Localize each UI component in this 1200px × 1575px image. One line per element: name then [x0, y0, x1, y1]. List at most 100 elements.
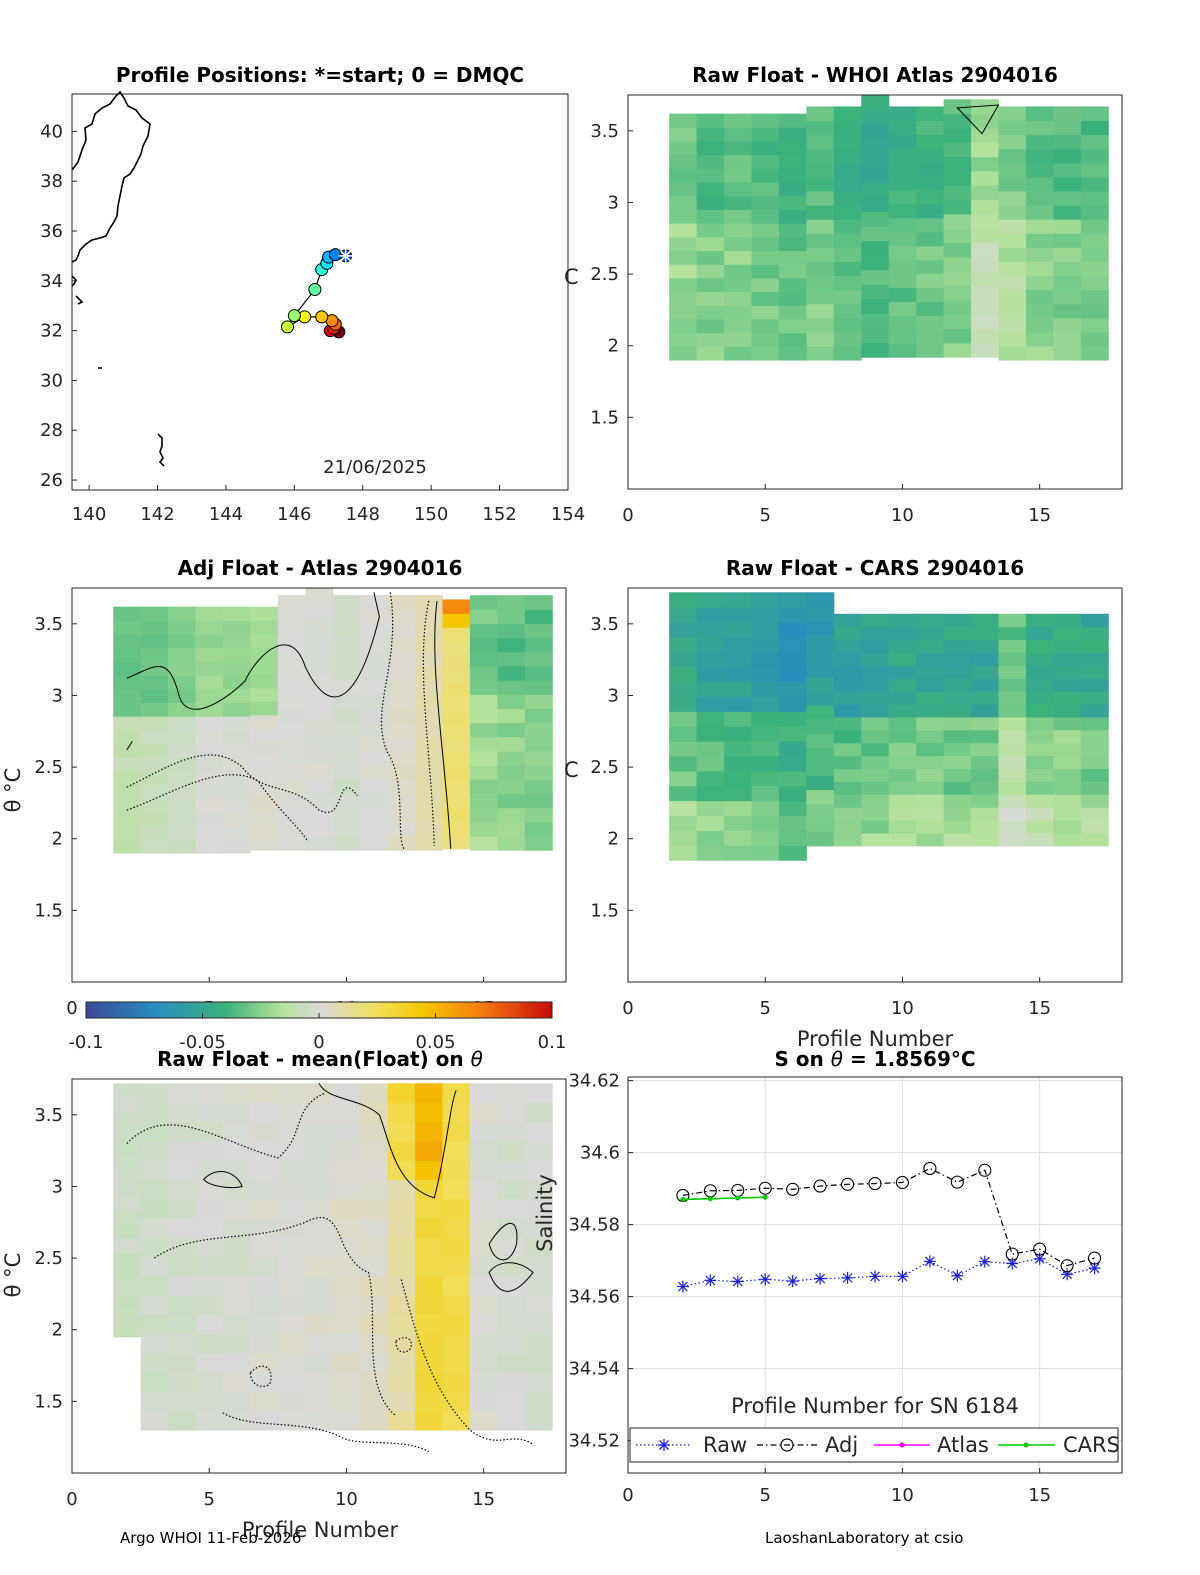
whoi-cell	[1080, 247, 1109, 262]
mean-cell	[113, 1252, 142, 1267]
adj-cell	[524, 637, 553, 653]
mean-cell	[305, 1256, 334, 1277]
salinity-raw-point	[923, 1255, 936, 1268]
cars-cell	[778, 592, 807, 608]
mean-cell	[332, 1141, 361, 1161]
mean-cell	[113, 1224, 142, 1239]
cars-cell	[806, 690, 835, 706]
mean-cell	[140, 1237, 169, 1258]
cars-cell	[724, 696, 752, 712]
adj-cell	[250, 633, 279, 648]
cars-cell	[1025, 807, 1054, 821]
whoi-cell	[998, 261, 1027, 277]
whoi-cell	[998, 289, 1027, 305]
map-position-point	[308, 283, 322, 297]
salinity-raw-point	[951, 1269, 964, 1282]
mean-cell	[305, 1179, 334, 1200]
whoi-cell	[778, 305, 807, 320]
whoi-cell	[916, 120, 945, 135]
adj-cell	[360, 609, 389, 624]
whoi-contour	[956, 104, 1000, 135]
mean-cell	[113, 1322, 142, 1338]
cars-cell	[916, 665, 945, 679]
adj-cell	[360, 708, 389, 724]
mean-cell	[442, 1121, 471, 1142]
mean-cell	[195, 1237, 224, 1258]
whoi-cell	[1053, 345, 1082, 361]
cars-cell	[888, 652, 917, 666]
adj-cell	[277, 765, 306, 780]
adj-cell	[387, 836, 416, 851]
salinity-title-theta: θ	[831, 1047, 843, 1071]
mean-cell	[332, 1083, 361, 1104]
cars-cell	[971, 794, 999, 808]
whoi-cell	[1025, 303, 1054, 319]
salinity-y-tick-label: 34.6	[580, 1143, 620, 1164]
mean-cell	[442, 1256, 471, 1277]
cars-cell	[696, 681, 725, 697]
cars-cell	[806, 775, 835, 791]
cars-cell	[971, 626, 999, 641]
cars-cell	[724, 636, 752, 653]
mean-cell	[360, 1179, 389, 1200]
cars-cell	[696, 800, 725, 817]
cars-cell	[998, 665, 1027, 679]
mean-cell	[277, 1083, 306, 1104]
adj-cell	[113, 798, 142, 813]
cars-cell	[998, 716, 1027, 731]
cars-cell	[998, 729, 1027, 744]
whoi-axes-frame	[627, 94, 1123, 490]
adj-cell	[524, 736, 553, 752]
whoi-cell	[833, 106, 862, 122]
mean-cell	[497, 1295, 526, 1315]
cars-cell	[724, 830, 752, 846]
legend-raw-label: Raw	[703, 1433, 747, 1457]
adj-y-tick-label: 2	[52, 829, 63, 850]
adj-cell	[469, 666, 498, 681]
cars-cell	[833, 807, 862, 821]
cars-cell	[998, 755, 1027, 770]
cars-cell	[916, 742, 945, 757]
mean-cell	[250, 1333, 279, 1354]
mean-cell	[250, 1179, 279, 1200]
cars-cell	[806, 606, 835, 621]
adj-cell	[277, 807, 306, 823]
cars-cell	[724, 681, 752, 697]
mean-cell	[524, 1083, 553, 1104]
adj-cell	[140, 716, 169, 731]
map-y-tick-label: 28	[40, 420, 63, 441]
mean-cell	[497, 1141, 526, 1161]
mean-cell	[469, 1141, 498, 1161]
salinity-ylabel: Salinity	[533, 1174, 557, 1252]
whoi-cell	[724, 182, 752, 197]
cars-cell	[778, 741, 807, 757]
mean-cell	[524, 1218, 553, 1238]
whoi-cell	[751, 346, 780, 361]
mean-cell	[387, 1198, 416, 1219]
adj-cell	[305, 631, 334, 647]
mean-cell	[168, 1352, 196, 1373]
adj-cell	[222, 688, 251, 703]
salinity-adj-point	[868, 1177, 882, 1191]
mean-cell	[524, 1333, 553, 1354]
adj-cell	[332, 722, 361, 738]
salinity-y-tick-label: 34.54	[568, 1359, 620, 1380]
whoi-cell	[724, 277, 752, 293]
whoi-cell	[833, 162, 862, 178]
whoi-cell	[778, 318, 807, 334]
whoi-cell	[1080, 317, 1109, 333]
cars-axes-frame	[627, 587, 1123, 983]
mean-cell	[524, 1121, 553, 1142]
mean-cell	[360, 1275, 389, 1296]
whoi-y-tick-label: 2.5	[590, 264, 619, 285]
whoi-cell	[943, 299, 972, 315]
salinity-panel: 0 5 10 15 34.52 34.54 34.56 34.58 34.6 34.62 S on…	[533, 1047, 1123, 1506]
cars-cell	[751, 711, 780, 727]
adj-cell	[332, 637, 361, 653]
whoi-cell	[971, 242, 999, 258]
mean-cell	[387, 1083, 416, 1104]
salinity-cars-point	[735, 1195, 741, 1201]
mean-cell	[250, 1218, 279, 1238]
mean-cell	[442, 1372, 471, 1392]
adj-axes-frame	[71, 587, 567, 983]
